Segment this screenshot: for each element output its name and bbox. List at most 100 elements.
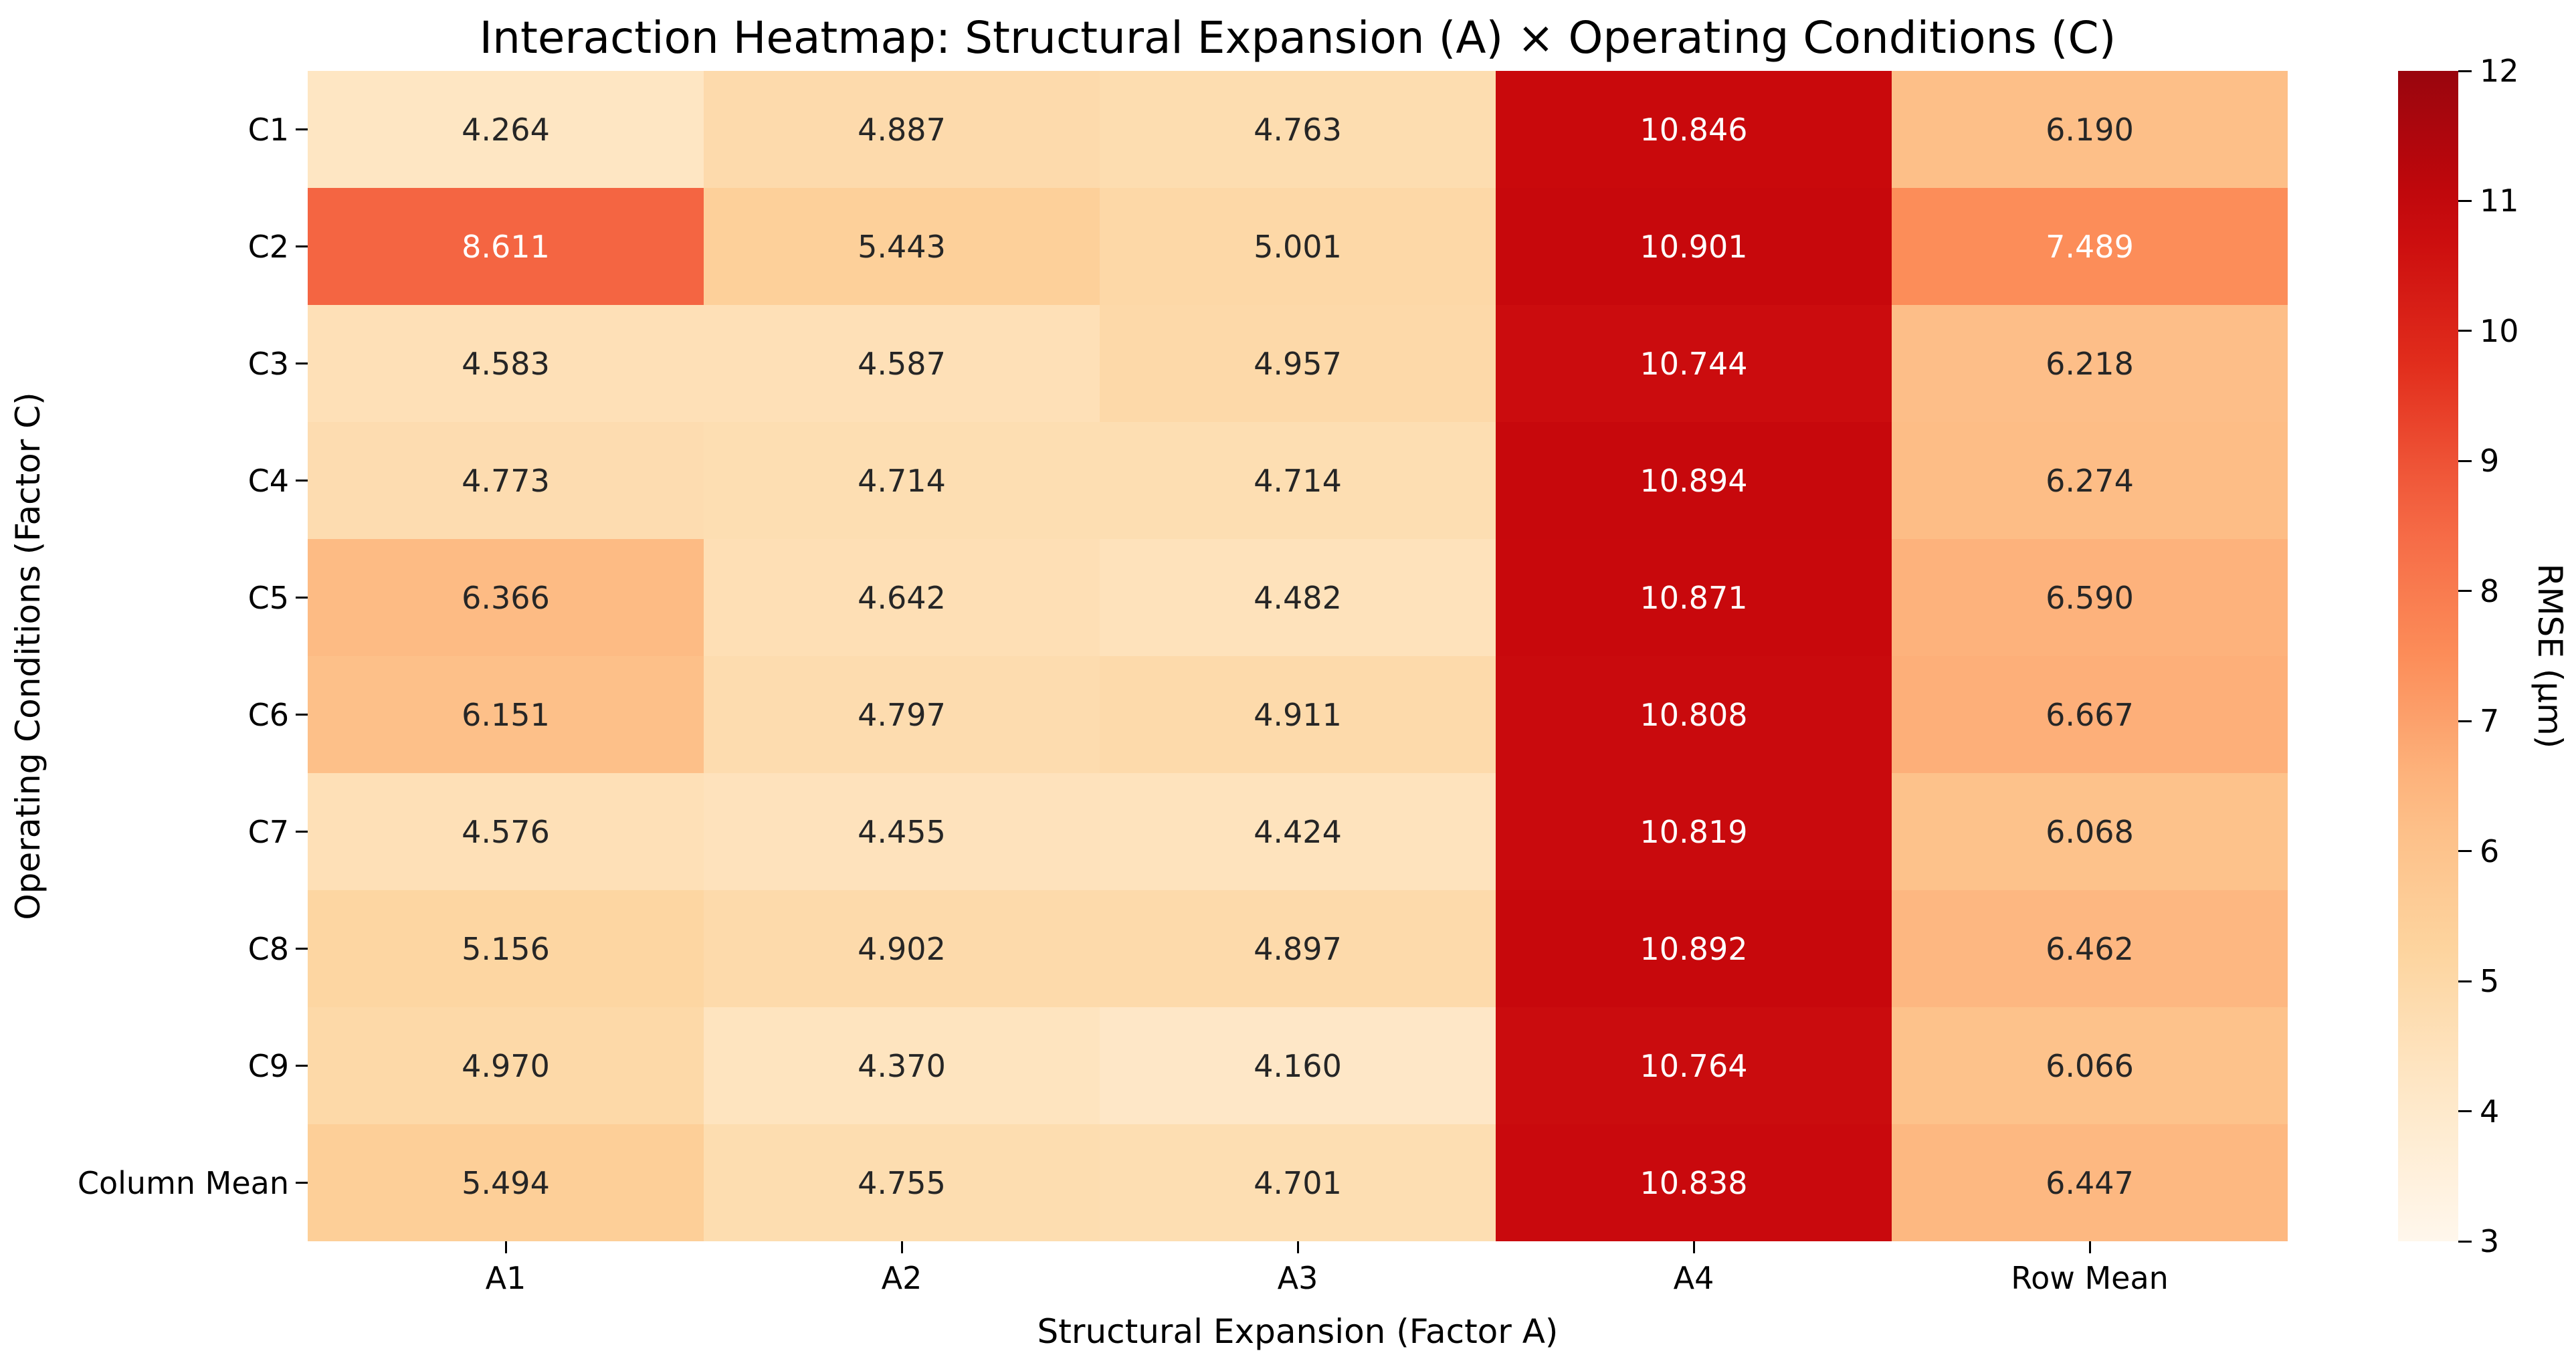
- colorbar-tick-mark: [2458, 980, 2472, 982]
- colorbar-tick-mark: [2458, 199, 2472, 202]
- x-tick-mark: [1692, 1241, 1695, 1253]
- colorbar-tick-label: 10: [2480, 312, 2519, 349]
- heatmap-cell: 4.887: [704, 71, 1100, 188]
- heatmap-cell: 4.583: [308, 305, 704, 422]
- heatmap-cell: 10.871: [1496, 539, 1892, 656]
- y-tick-mark: [296, 831, 308, 833]
- heatmap-cell: 6.462: [1892, 890, 2288, 1007]
- y-tick-label: C8: [247, 930, 289, 967]
- heatmap-cell: 6.066: [1892, 1007, 2288, 1124]
- y-tick-label: C2: [247, 228, 289, 265]
- heatmap-cell: 10.901: [1496, 188, 1892, 305]
- heatmap-cell: 4.763: [1100, 71, 1496, 188]
- y-tick-mark: [296, 948, 308, 950]
- y-tick-label: C9: [247, 1047, 289, 1084]
- heatmap-cell: 10.744: [1496, 305, 1892, 422]
- colorbar-tick-label: 9: [2480, 443, 2500, 480]
- heatmap-cell: 10.808: [1496, 656, 1892, 773]
- y-tick-label: C6: [247, 696, 289, 733]
- heatmap-cell: 6.218: [1892, 305, 2288, 422]
- y-tick-mark: [296, 245, 308, 247]
- y-tick-mark: [296, 480, 308, 482]
- heatmap-cell: 10.819: [1496, 773, 1892, 890]
- colorbar-tick-label: 11: [2480, 183, 2519, 219]
- x-tick-mark: [2088, 1241, 2091, 1253]
- x-tick-label: Row Mean: [2011, 1260, 2169, 1296]
- colorbar-tick-mark: [2458, 590, 2472, 593]
- heatmap-cell: 4.701: [1100, 1124, 1496, 1241]
- x-tick-mark: [504, 1241, 507, 1253]
- heatmap-cell: 4.455: [704, 773, 1100, 890]
- colorbar-tick-mark: [2458, 330, 2472, 332]
- heatmap-grid: 4.264 4.887 4.763 10.846 6.190 8.611 5.443 5.00…: [308, 71, 2288, 1241]
- heatmap-cell: 4.714: [1100, 422, 1496, 539]
- colorbar-tick-mark: [2458, 1110, 2472, 1113]
- heatmap-cell: 4.370: [704, 1007, 1100, 1124]
- heatmap-cell: 10.838: [1496, 1124, 1892, 1241]
- heatmap-cell: 4.755: [704, 1124, 1100, 1241]
- heatmap-cell: 4.587: [704, 305, 1100, 422]
- colorbar-tick-label: 3: [2480, 1223, 2500, 1259]
- heatmap-cell: 6.667: [1892, 656, 2288, 773]
- y-tick-mark: [296, 1065, 308, 1067]
- heatmap-cell: 10.892: [1496, 890, 1892, 1007]
- x-tick-mark: [900, 1241, 903, 1253]
- x-tick-label: A2: [881, 1260, 922, 1296]
- colorbar-label: RMSE (μm): [2531, 563, 2569, 749]
- y-tick-label: C1: [247, 111, 289, 148]
- y-tick-mark: [296, 1182, 308, 1184]
- heatmap-cell: 4.642: [704, 539, 1100, 656]
- y-tick-label: C5: [247, 579, 289, 616]
- heatmap-cell: 8.611: [308, 188, 704, 305]
- heatmap-cell: 6.190: [1892, 71, 2288, 188]
- heatmap-cell: 6.366: [308, 539, 704, 656]
- y-tick-label: C7: [247, 813, 289, 850]
- chart-title: Interaction Heatmap: Structural Expansio…: [479, 12, 2116, 64]
- colorbar-tick-label: 8: [2480, 572, 2500, 609]
- heatmap-cell: 4.160: [1100, 1007, 1496, 1124]
- y-tick-mark: [296, 597, 308, 599]
- y-tick-label: Column Mean: [77, 1164, 289, 1201]
- heatmap-cell: 4.264: [308, 71, 704, 188]
- heatmap-cell: 7.489: [1892, 188, 2288, 305]
- heatmap-cell: 6.274: [1892, 422, 2288, 539]
- colorbar-tick-mark: [2458, 459, 2472, 462]
- colorbar-tick-label: 12: [2480, 53, 2519, 89]
- colorbar-tick-label: 7: [2480, 703, 2500, 740]
- heatmap-cell: 6.151: [308, 656, 704, 773]
- colorbar-tick-mark: [2458, 1240, 2472, 1243]
- heatmap-cell: 4.902: [704, 890, 1100, 1007]
- colorbar-tick-label: 4: [2480, 1093, 2500, 1130]
- y-tick-label: C4: [247, 462, 289, 499]
- heatmap-cell: 5.156: [308, 890, 704, 1007]
- heatmap-cell: 5.443: [704, 188, 1100, 305]
- colorbar-tick-label: 5: [2480, 963, 2500, 1000]
- heatmap-cell: 4.797: [704, 656, 1100, 773]
- heatmap-cell: 4.576: [308, 773, 704, 890]
- colorbar-tick-mark: [2458, 70, 2472, 72]
- heatmap-cell: 6.590: [1892, 539, 2288, 656]
- colorbar-tick-label: 6: [2480, 833, 2500, 869]
- heatmap-cell: 6.068: [1892, 773, 2288, 890]
- colorbar-tick-mark: [2458, 850, 2472, 853]
- heatmap-cell: 4.773: [308, 422, 704, 539]
- heatmap-cell: 4.970: [308, 1007, 704, 1124]
- heatmap-cell: 5.494: [308, 1124, 704, 1241]
- heatmap-cell: 10.846: [1496, 71, 1892, 188]
- heatmap-cell: 4.911: [1100, 656, 1496, 773]
- colorbar-gradient: [2398, 71, 2458, 1241]
- heatmap-cell: 4.714: [704, 422, 1100, 539]
- heatmap-cell: 5.001: [1100, 188, 1496, 305]
- y-tick-mark: [296, 714, 308, 716]
- heatmap-cell: 4.957: [1100, 305, 1496, 422]
- x-tick-label: A4: [1673, 1260, 1714, 1296]
- x-tick-mark: [1296, 1241, 1299, 1253]
- x-tick-label: A1: [485, 1260, 526, 1296]
- x-axis-label: Structural Expansion (Factor A): [1037, 1312, 1559, 1351]
- heatmap-cell: 10.764: [1496, 1007, 1892, 1124]
- y-tick-label: C3: [247, 345, 289, 382]
- colorbar-tick-mark: [2458, 720, 2472, 722]
- y-tick-mark: [296, 128, 308, 130]
- heatmap-cell: 6.447: [1892, 1124, 2288, 1241]
